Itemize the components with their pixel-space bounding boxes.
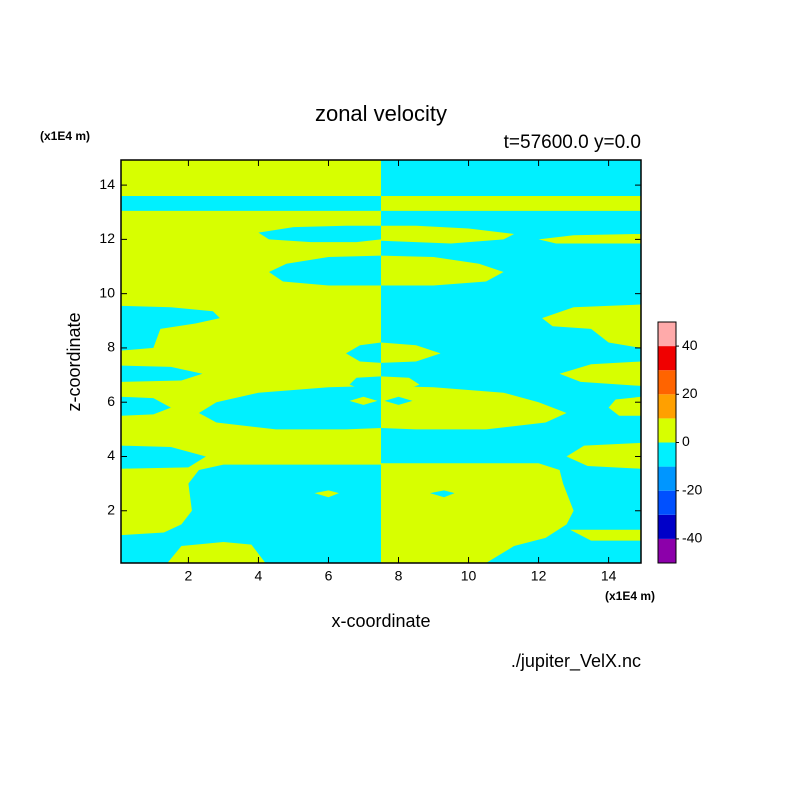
plot-frame <box>120 159 642 564</box>
colorbar-band <box>658 442 676 467</box>
contour-region <box>121 195 381 211</box>
contour-region <box>608 396 641 416</box>
x-tick-label: 10 <box>461 568 477 584</box>
y-tick-label: 10 <box>99 284 115 300</box>
contour-region <box>349 396 378 405</box>
colorbar: -40 -20 0 20 40 <box>657 321 702 564</box>
x-axis-label: x-coordinate <box>331 611 430 631</box>
y-tick-label: 12 <box>99 230 115 246</box>
contour-region <box>570 529 641 541</box>
x-tick-label: 12 <box>531 568 547 584</box>
colorbar-band <box>658 514 676 539</box>
colorbar-band <box>658 538 676 563</box>
y-tick-label: 2 <box>107 501 115 517</box>
contour-region <box>268 255 381 286</box>
source-label: ./jupiter_VelX.nc <box>511 651 641 672</box>
contour-region <box>566 442 641 469</box>
contour-region <box>167 541 266 563</box>
y-tick-label: 14 <box>99 176 115 192</box>
contour-region <box>381 463 574 563</box>
contour-region <box>430 490 455 498</box>
y-axis-label: z-coordinate <box>64 312 84 411</box>
contour-region <box>381 342 441 363</box>
colorbar-tick-label: 0 <box>682 433 690 449</box>
contour-region <box>258 225 381 243</box>
chart-title: zonal velocity <box>315 101 447 126</box>
colorbar-band <box>658 394 676 419</box>
colorbar-band <box>658 346 676 371</box>
colorbar-band <box>658 466 676 491</box>
contour-region <box>345 342 381 363</box>
contour-region <box>121 464 381 563</box>
y-tick-label: 4 <box>107 447 115 463</box>
colorbar-tick-label: 40 <box>682 337 698 353</box>
colorbar-band <box>658 490 676 515</box>
contour-region <box>121 445 206 469</box>
colorbar-tick-label: -40 <box>682 530 702 546</box>
contour-region <box>314 490 339 498</box>
axes: 2 4 6 8 10 12 14 2 4 6 8 10 12 14 <box>99 160 641 584</box>
contour-region <box>121 396 171 416</box>
contour-region <box>542 304 641 348</box>
y-tick-label: 8 <box>107 339 115 355</box>
contour-region <box>559 361 641 386</box>
x-tick-label: 8 <box>395 568 403 584</box>
contour-region <box>121 305 220 351</box>
y-unit: (x1E4 m) <box>40 129 90 143</box>
y-tick-label: 6 <box>107 393 115 409</box>
contour-region <box>381 225 515 244</box>
chart-subtitle: t=57600.0 y=0.0 <box>504 132 641 153</box>
contour-region <box>381 195 641 211</box>
contour-region <box>381 385 567 430</box>
colorbar-tick-label: -20 <box>682 481 702 497</box>
contour-field <box>121 160 641 563</box>
x-unit: (x1E4 m) <box>605 589 655 603</box>
x-tick-label: 4 <box>255 568 263 584</box>
colorbar-band <box>658 322 676 347</box>
colorbar-tick-label: 20 <box>682 385 698 401</box>
contour-region <box>384 396 413 405</box>
colorbar-band <box>658 370 676 395</box>
contour-region <box>121 365 203 382</box>
x-tick-label: 14 <box>601 568 617 584</box>
contour-region <box>538 233 641 244</box>
x-tick-label: 2 <box>185 568 193 584</box>
colorbar-band <box>658 418 676 443</box>
x-tick-label: 6 <box>325 568 333 584</box>
contour-region <box>381 255 504 286</box>
contour-region <box>198 385 381 430</box>
